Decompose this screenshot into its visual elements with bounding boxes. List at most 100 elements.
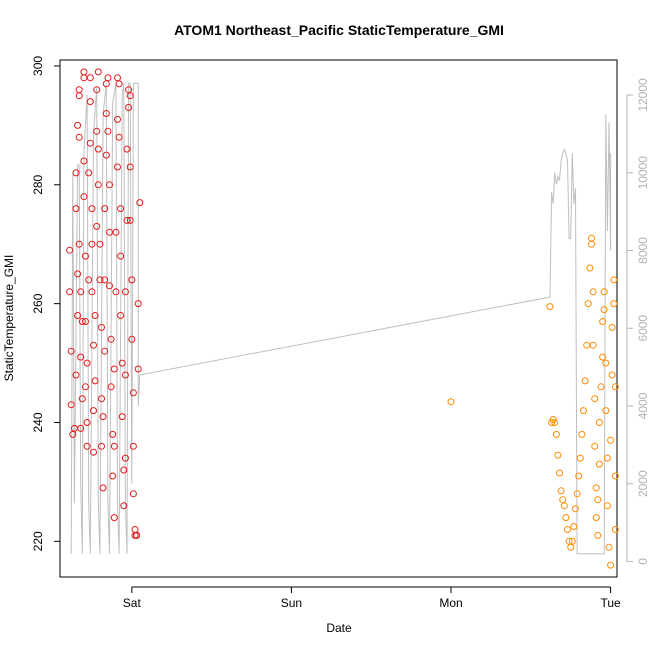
series-1-point <box>125 104 133 111</box>
series-2-point <box>611 472 619 480</box>
series-2-point <box>546 303 554 311</box>
series-1-point <box>101 276 109 284</box>
series-1-point <box>75 133 83 141</box>
series-2-point <box>595 460 603 468</box>
series-1-point <box>83 419 91 426</box>
series-2-point <box>581 377 589 385</box>
series-1-point <box>98 442 105 450</box>
series-2-point <box>578 430 586 438</box>
series-1-point <box>107 383 115 391</box>
series-1-point <box>74 312 82 319</box>
series-2-point <box>603 454 611 462</box>
series-1-point <box>118 359 126 367</box>
series-1-point <box>82 383 89 391</box>
series-2-point <box>573 490 581 498</box>
series-1-point <box>128 335 136 343</box>
series-2-point <box>551 419 559 426</box>
series-2-point <box>589 288 597 296</box>
series-1-point <box>86 98 94 106</box>
right-tick-label: 0 <box>636 558 650 565</box>
series-2-point <box>560 502 568 510</box>
series-1-point <box>98 395 105 403</box>
series-1-point <box>134 300 142 308</box>
series-2-point <box>589 341 597 349</box>
series-2-point <box>556 469 563 477</box>
series-1-point <box>78 395 86 403</box>
series-1-point <box>133 531 141 539</box>
series-2-point <box>602 359 610 367</box>
series-2-point <box>562 514 570 522</box>
series-1-point <box>117 252 125 260</box>
series-2-point <box>588 240 595 248</box>
series-2-point <box>447 398 455 406</box>
series-1-point <box>85 276 93 284</box>
series-1-point <box>120 502 128 510</box>
series-2-point <box>597 383 605 391</box>
series-2-point <box>600 288 608 296</box>
series-1-point <box>106 282 113 290</box>
x-axis-label: Date <box>326 621 352 635</box>
series-1-point <box>136 199 144 207</box>
series-1-point <box>75 92 83 100</box>
series-1-point <box>102 151 110 159</box>
x-tick-label: Sun <box>281 596 302 610</box>
left-tick-label: 280 <box>31 174 45 194</box>
series-1-point <box>115 133 123 141</box>
series-1-point <box>83 442 91 450</box>
series-1-point <box>129 389 137 397</box>
series-1-point <box>117 205 125 213</box>
series-1-point <box>94 68 102 76</box>
series-1-point <box>77 288 85 296</box>
series-1-point <box>112 228 120 236</box>
series-2-point <box>608 323 616 331</box>
series-2-point <box>607 436 615 444</box>
series-1-point <box>120 466 128 474</box>
series-1-point <box>101 347 109 355</box>
series-1-point <box>83 359 91 367</box>
series-2-point <box>559 496 567 504</box>
left-tick-label: 220 <box>31 531 45 551</box>
x-axis: Sat Sun Mon Tue <box>123 586 621 610</box>
series-2-point <box>599 318 607 325</box>
series-2-point <box>564 526 571 533</box>
series-1-point <box>114 115 121 123</box>
series-1-point <box>93 222 101 230</box>
series-2-point <box>595 419 603 426</box>
right-tick-label: 10000 <box>636 156 650 190</box>
series-1-point <box>88 240 96 248</box>
series-2-point <box>588 234 595 242</box>
series-1-point <box>98 323 105 331</box>
series-1-point <box>86 139 94 147</box>
series-1-point <box>112 288 120 296</box>
series-2-point <box>599 353 607 361</box>
series-1-point <box>78 318 86 325</box>
secondary-line <box>70 82 612 555</box>
series-1-point <box>88 288 96 296</box>
series-1-point <box>93 127 101 135</box>
series-2-point <box>554 451 562 459</box>
series-2-point <box>605 543 613 551</box>
x-tick-label: Sat <box>123 596 142 610</box>
series-1-point <box>110 442 118 450</box>
series-1-point <box>126 163 134 171</box>
series-1-point <box>91 377 99 385</box>
left-y-axis: 220 240 260 280 300 <box>31 56 60 551</box>
series-2-point <box>583 341 591 349</box>
series-1-point <box>85 169 93 177</box>
series-2-point <box>586 264 594 272</box>
series-1-point <box>88 205 96 213</box>
series-1-point <box>90 407 97 415</box>
series-1-point <box>80 193 88 201</box>
series-1-point <box>106 181 113 189</box>
series-1-point <box>94 181 102 189</box>
series-2-point <box>592 514 600 522</box>
series-1-point <box>110 514 118 522</box>
series-1-point <box>80 74 88 82</box>
series-1-point <box>75 86 83 94</box>
series-2-point <box>568 537 576 545</box>
series-1-point <box>121 371 129 379</box>
series-2-point <box>607 561 615 569</box>
series-1-point <box>80 68 88 76</box>
series-2-point <box>608 371 616 379</box>
series-2-point <box>570 523 578 530</box>
